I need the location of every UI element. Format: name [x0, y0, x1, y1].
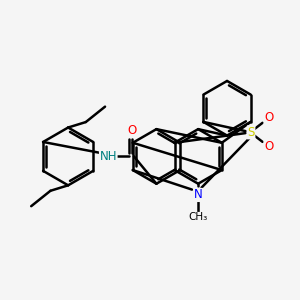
Text: N: N: [194, 188, 203, 202]
Text: CH₃: CH₃: [188, 212, 208, 222]
Text: S: S: [248, 126, 255, 139]
Text: O: O: [128, 124, 137, 137]
Text: NH: NH: [100, 150, 117, 163]
Text: O: O: [264, 140, 273, 153]
Text: O: O: [264, 111, 273, 124]
